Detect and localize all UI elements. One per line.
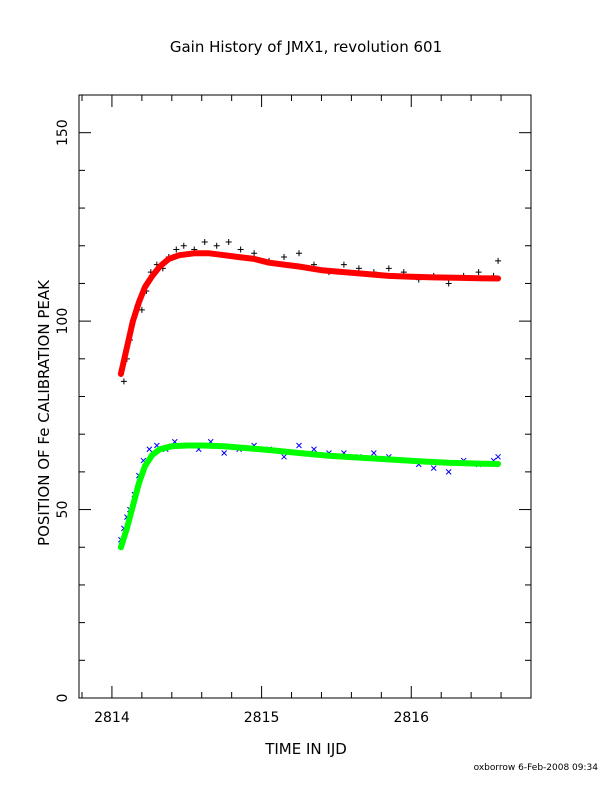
data-point: [225, 238, 232, 245]
data-point: [201, 238, 208, 245]
data-point: [430, 465, 437, 471]
data-point: [281, 453, 287, 460]
plot-area: 0 50 100 150 2814 2815 2816: [55, 94, 532, 726]
x-tick-label: 2814: [94, 710, 130, 726]
data-point: [138, 306, 145, 313]
data-point: [495, 453, 501, 460]
y-tick-label: 150: [55, 119, 71, 146]
x-axis-title: TIME IN IJD: [264, 740, 347, 758]
data-point: [173, 246, 180, 253]
data-point: [213, 242, 220, 249]
data-point: [237, 246, 244, 253]
y-tick-label: 100: [55, 308, 71, 335]
data-point: [445, 469, 452, 475]
footer-credit: oxborrow 6-Feb-2008 09:34: [474, 763, 599, 773]
chart-title: Gain History of JMX1, revolution 601: [170, 38, 442, 56]
data-point: [445, 280, 452, 287]
data-point: [296, 442, 302, 449]
data-point: [146, 446, 153, 453]
data-point: [385, 265, 392, 272]
data-point: [370, 450, 377, 456]
y-axis-title: POSITION OF Fe CALIBRATION PEAK: [35, 279, 53, 546]
data-point: [281, 254, 288, 261]
data-point: [251, 250, 258, 257]
data-point: [311, 446, 317, 453]
x-tick-label: 2816: [393, 710, 429, 726]
data-point: [296, 250, 303, 257]
y-tick-label: 0: [55, 694, 71, 703]
y-tick-label: 50: [55, 501, 71, 519]
data-point: [221, 450, 228, 456]
fit-curve-3: [117, 442, 502, 551]
data-point: [340, 261, 347, 268]
x-tick-label: 2815: [244, 710, 280, 726]
data-point: [475, 269, 482, 276]
data-point: [120, 378, 127, 385]
plot-frame: [78, 94, 532, 699]
data-point: [495, 257, 502, 264]
data-point: [180, 242, 187, 249]
fit-curve-1: [117, 250, 502, 377]
